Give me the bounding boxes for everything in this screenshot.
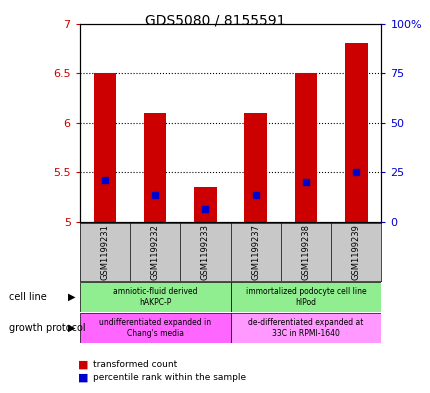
Text: ■: ■	[77, 360, 88, 370]
Bar	[80, 282, 230, 312]
Bar	[344, 44, 367, 222]
Text: GSM1199232: GSM1199232	[150, 224, 159, 280]
Text: growth protocol: growth protocol	[9, 323, 85, 333]
Bar	[294, 73, 316, 222]
Text: ▶: ▶	[68, 292, 75, 302]
Text: GSM1199231: GSM1199231	[100, 224, 109, 280]
Text: cell line: cell line	[9, 292, 46, 302]
Text: GDS5080 / 8155591: GDS5080 / 8155591	[145, 14, 285, 28]
Text: GSM1199239: GSM1199239	[351, 224, 360, 280]
Bar	[230, 282, 381, 312]
Text: GSM1199238: GSM1199238	[301, 224, 310, 280]
Text: transformed count: transformed count	[92, 360, 176, 369]
Bar	[244, 113, 267, 222]
Text: GSM1199237: GSM1199237	[251, 224, 260, 280]
Text: undifferentiated expanded in
Chang's media: undifferentiated expanded in Chang's med…	[99, 318, 211, 338]
Bar	[194, 187, 216, 222]
Text: ▶: ▶	[68, 323, 75, 333]
Text: ■: ■	[77, 372, 88, 382]
Text: percentile rank within the sample: percentile rank within the sample	[92, 373, 245, 382]
Bar	[144, 113, 166, 222]
Bar	[80, 313, 230, 343]
Text: amniotic-fluid derived
hAKPC-P: amniotic-fluid derived hAKPC-P	[113, 287, 197, 307]
Text: GSM1199233: GSM1199233	[200, 224, 209, 280]
Bar	[93, 73, 116, 222]
Text: immortalized podocyte cell line
hIPod: immortalized podocyte cell line hIPod	[245, 287, 366, 307]
Text: de-differentiated expanded at
33C in RPMI-1640: de-differentiated expanded at 33C in RPM…	[248, 318, 363, 338]
Bar	[230, 313, 381, 343]
